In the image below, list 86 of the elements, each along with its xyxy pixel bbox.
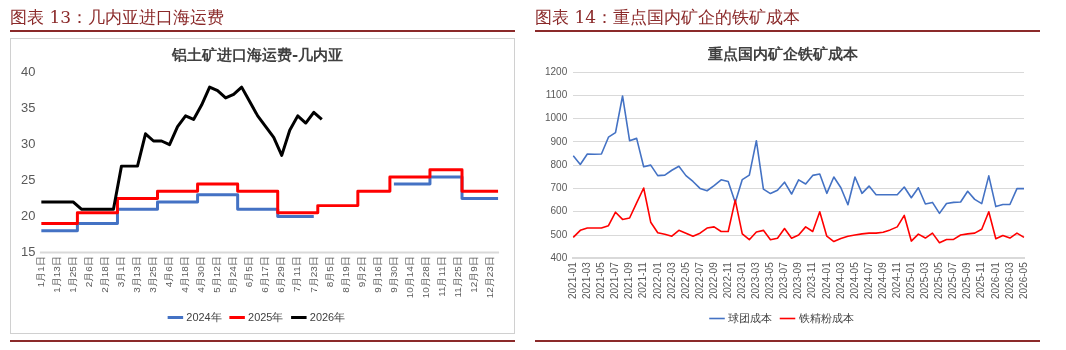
x-tick-label: 11月11日 <box>435 256 447 297</box>
x-tick-label: 2021-03 <box>581 261 593 299</box>
x-tick-label: 8月19日 <box>339 256 351 293</box>
x-tick-label: 2023-01 <box>736 261 748 299</box>
x-tick-label: 2021-07 <box>609 261 621 299</box>
x-tick-label: 1月25日 <box>67 256 79 293</box>
x-tick-label: 2023-05 <box>764 261 776 299</box>
y-tick-label: 900 <box>550 135 568 147</box>
y-tick-label: 1000 <box>545 112 568 124</box>
y-tick-label: 40 <box>20 64 36 80</box>
x-tick-label: 2023-03 <box>750 261 762 299</box>
legend-label: 球团成本 <box>728 311 772 324</box>
x-tick-label: 2022-03 <box>665 261 677 299</box>
legend-label: 2025年 <box>248 310 284 323</box>
x-tick-label: 5月24日 <box>227 256 239 293</box>
x-tick-label: 2022-07 <box>693 261 705 299</box>
y-tick-label: 25 <box>20 172 36 188</box>
x-tick-label: 2022-09 <box>707 261 719 299</box>
x-tick-label: 11月25日 <box>451 256 463 298</box>
x-tick-label: 6月5日 <box>243 256 255 288</box>
x-tick-label: 2021-05 <box>595 261 607 299</box>
x-tick-label: 1月13日 <box>51 256 63 293</box>
x-tick-label: 2月18日 <box>99 256 111 293</box>
x-tick-label: 2022-11 <box>721 261 733 299</box>
legend-label: 2026年 <box>309 310 346 323</box>
x-tick-label: 9月16日 <box>371 256 383 293</box>
x-tick-label: 2025-09 <box>961 261 973 299</box>
x-tick-label: 2024-01 <box>820 261 832 299</box>
chart-subtitle: 铝土矿进口海运费-几内亚 <box>170 45 344 64</box>
y-tick-label: 30 <box>20 136 36 152</box>
x-tick-label: 2025-07 <box>947 261 959 299</box>
x-tick-label: 2021-11 <box>637 261 649 299</box>
x-tick-label: 8月5日 <box>323 256 335 288</box>
y-tick-label: 20 <box>20 207 36 223</box>
x-tick-label: 12月9日 <box>467 256 479 293</box>
x-tick-label: 3月25日 <box>147 256 159 293</box>
x-tick-label: 2024-07 <box>862 261 874 299</box>
x-tick-label: 10月28日 <box>419 256 431 299</box>
x-tick-label: 2025-05 <box>933 261 945 299</box>
x-tick-label: 2021-01 <box>567 261 578 299</box>
x-tick-label: 2022-01 <box>651 261 663 299</box>
x-tick-label: 7月23日 <box>307 256 319 293</box>
x-tick-label: 2月6日 <box>83 256 95 288</box>
x-tick-label: 6月17日 <box>259 256 271 293</box>
x-tick-label: 4月18日 <box>179 256 191 293</box>
x-tick-label: 9月2日 <box>355 256 367 288</box>
x-tick-label: 4月6日 <box>163 256 175 288</box>
x-tick-label: 2025-01 <box>905 261 917 299</box>
y-tick-label: 15 <box>20 243 36 259</box>
y-tick-label: 1200 <box>545 65 568 77</box>
legend-label: 2024年 <box>186 310 222 323</box>
chart-title: 图表 14：重点国内矿企的铁矿成本 <box>535 4 1040 32</box>
y-tick-label: 800 <box>550 158 568 170</box>
y-tick-label: 35 <box>20 100 36 116</box>
x-tick-label: 3月1日 <box>115 256 127 288</box>
x-tick-label: 2021-09 <box>623 261 635 299</box>
x-tick-label: 2023-11 <box>806 261 818 299</box>
x-tick-label: 3月13日 <box>131 256 143 293</box>
x-tick-label: 7月11日 <box>291 256 303 293</box>
x-tick-label: 2026-05 <box>1017 261 1029 299</box>
y-tick-label: 500 <box>550 228 568 240</box>
x-tick-label: 6月29日 <box>275 256 287 293</box>
x-tick-label: 2024-11 <box>890 261 902 299</box>
x-tick-label: 2023-09 <box>792 261 804 299</box>
x-tick-label: 2025-03 <box>919 261 931 299</box>
x-tick-label: 2024-03 <box>834 261 846 299</box>
x-tick-label: 10月14日 <box>403 256 415 299</box>
x-tick-label: 4月30日 <box>195 256 207 293</box>
y-tick-label: 700 <box>550 182 568 194</box>
y-tick-label: 400 <box>550 252 568 264</box>
x-tick-label: 5月12日 <box>211 256 223 293</box>
y-tick-label: 1100 <box>545 89 568 101</box>
x-tick-label: 2022-05 <box>679 261 691 299</box>
x-tick-label: 9月30日 <box>387 256 399 293</box>
x-tick-label: 12月23日 <box>483 256 495 299</box>
legend-label: 铁精粉成本 <box>797 311 854 324</box>
x-tick-label: 2023-07 <box>778 261 790 299</box>
x-tick-label: 1月1日 <box>35 256 47 288</box>
chart-subtitle: 重点国内矿企铁矿成本 <box>706 44 859 63</box>
y-tick-label: 600 <box>550 205 568 217</box>
x-tick-label: 2024-09 <box>876 261 888 299</box>
chart-title: 图表 13：几内亚进口海运费 <box>10 4 515 32</box>
x-tick-label: 2026-01 <box>989 261 1001 299</box>
x-tick-label: 2024-05 <box>848 261 860 299</box>
x-tick-label: 2025-11 <box>975 261 987 299</box>
x-tick-label: 2026-03 <box>1003 261 1015 299</box>
